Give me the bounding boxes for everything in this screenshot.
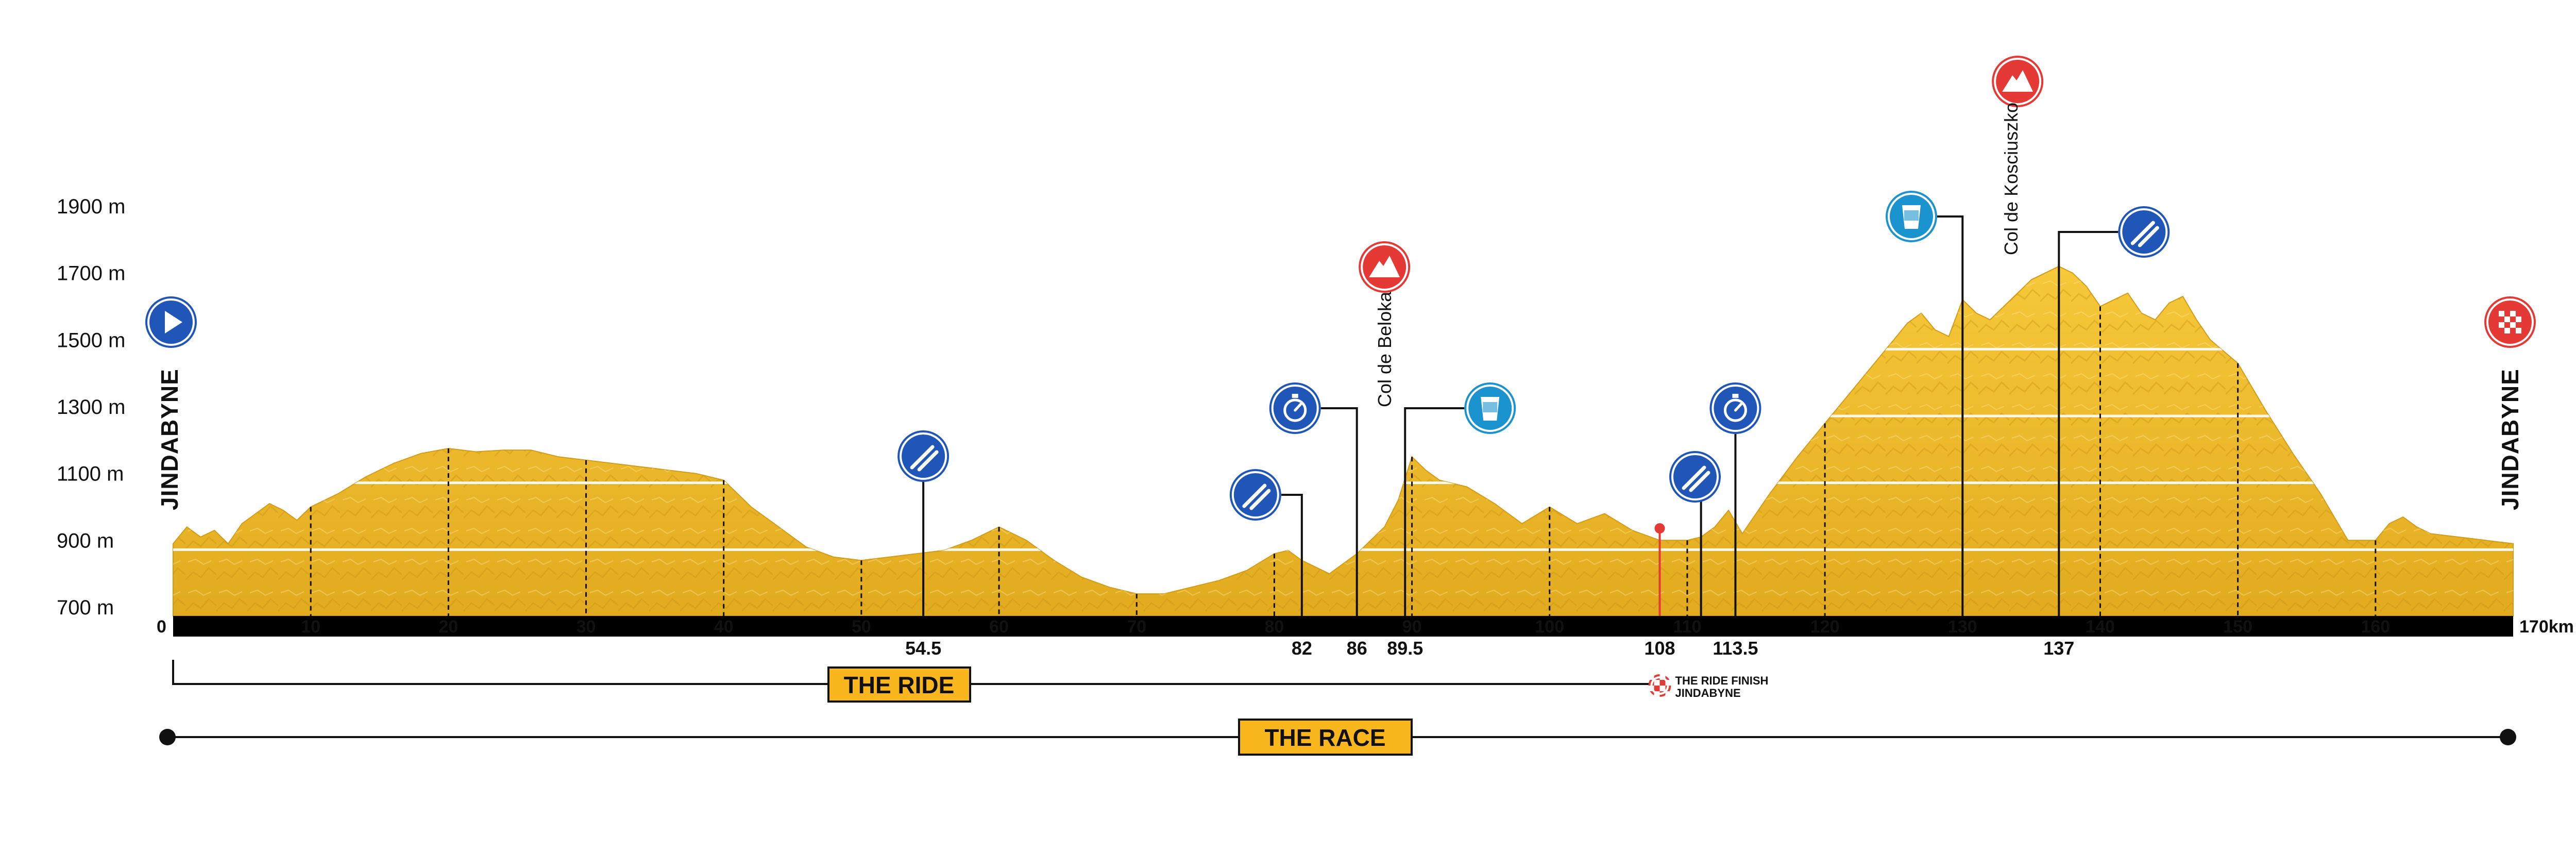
marker-54.5: 54.5 (897, 430, 950, 659)
marker-km-label: 89.5 (1387, 638, 1423, 659)
marker-line (1320, 407, 1358, 616)
ride-finish-town: JINDABYNE (1675, 687, 1741, 699)
race-label: THE RACE (1264, 724, 1385, 751)
x-tick-label: 120 (1810, 617, 1840, 637)
marker-113.5: 113.5 (1709, 382, 1761, 659)
marker-line (1937, 215, 1964, 300)
marker-89.5: 89.5 (1387, 382, 1516, 659)
marker-km-label: 113.5 (1713, 638, 1758, 659)
climb-name: Col de Kosciuszko (2001, 103, 2022, 255)
start-group: JINDABYNE (145, 296, 197, 510)
race-end-dot (2500, 729, 2516, 745)
finish-group: JINDABYNE (2484, 296, 2536, 510)
marker-km-label: 86 (1347, 638, 1367, 659)
x-tick-label: 90 (1402, 617, 1422, 637)
start-town: JINDABYNE (156, 369, 183, 510)
marker-km-label: 82 (1292, 638, 1312, 659)
ride-badge (827, 666, 971, 703)
y-tick-label: 700 m (57, 596, 114, 619)
race-start-dot (159, 729, 176, 745)
marker-108: 108 (1644, 523, 1675, 659)
feed-zone-markers: 54.5 82 86 89.5 108 113.5 137 (897, 191, 2170, 659)
y-tick-label: 1500 m (57, 329, 125, 352)
y-tick-label: 1700 m (57, 262, 125, 285)
marker-line (1281, 494, 1303, 616)
stopwatch-icon (1714, 387, 1757, 430)
marker-86: 86 (1269, 382, 1367, 659)
marker-line (1404, 407, 1465, 616)
x-tick-label: 60 (989, 617, 1009, 637)
x-tick-label: 40 (714, 617, 734, 637)
x-tick-label: 70 (1127, 617, 1146, 637)
y-tick-label: 1300 m (57, 396, 125, 419)
minor-marker (1886, 191, 1964, 616)
marker-line (2058, 231, 2119, 616)
x-tick-label: 80 (1264, 617, 1284, 637)
marker-km-label: 54.5 (905, 638, 941, 659)
stopwatch-icon (1273, 387, 1317, 430)
ride-label: THE RIDE (844, 672, 955, 698)
ride-finish-label: THE RIDE FINISH (1675, 674, 1769, 687)
marker-137: 137 (2043, 206, 2170, 659)
x-tick-label: 150 (2223, 617, 2252, 637)
finish-town: JINDABYNE (2497, 369, 2523, 510)
x-tick-label: 160 (2361, 617, 2390, 637)
ride-finish-dot (1654, 523, 1665, 533)
x-tick-label: 20 (438, 617, 458, 637)
x-tick-label: 110 (1673, 617, 1702, 637)
marker-km-label: 108 (1644, 638, 1675, 659)
y-tick-label: 900 m (57, 529, 114, 552)
y-tick-label: 1900 m (57, 195, 125, 218)
x-tick-label: 30 (577, 617, 596, 637)
distance-axis: 0 10 20 30 40 50 60 70 80 90 100 110 120 130 140 150 160… (157, 616, 2574, 637)
race-badge (1238, 719, 1413, 756)
x-tick-label: 130 (1948, 617, 1977, 637)
x-tick-label: 50 (852, 617, 871, 637)
marker-km-label: 137 (2043, 638, 2074, 659)
minor-marker (1669, 451, 1721, 616)
start-finish: JINDABYNE JINDABYNE (145, 296, 2536, 510)
x-tick-label: 140 (2086, 617, 2115, 637)
race-legend: THE RACE (159, 719, 2516, 756)
y-axis: 1900 m 1700 m 1500 m 1300 m 1100 m 900 m 700 m (57, 195, 125, 619)
climb-markers: Col de Beloka Col de Kosciuszko (1359, 56, 2044, 407)
climb-1: Col de Kosciuszko (1992, 56, 2044, 255)
x-tick-label: 170km (2519, 617, 2574, 637)
climb-0: Col de Beloka (1359, 241, 1411, 407)
x-tick-label: 100 (1535, 617, 1564, 637)
ride-line (172, 660, 1650, 685)
climb-name: Col de Beloka (1374, 291, 1395, 407)
x-tick-label: 10 (301, 617, 320, 637)
x-tick-label: 0 (157, 617, 166, 637)
marker-82: 82 (1229, 469, 1312, 659)
y-tick-label: 1100 m (57, 463, 124, 486)
distance-bar (173, 616, 2513, 637)
